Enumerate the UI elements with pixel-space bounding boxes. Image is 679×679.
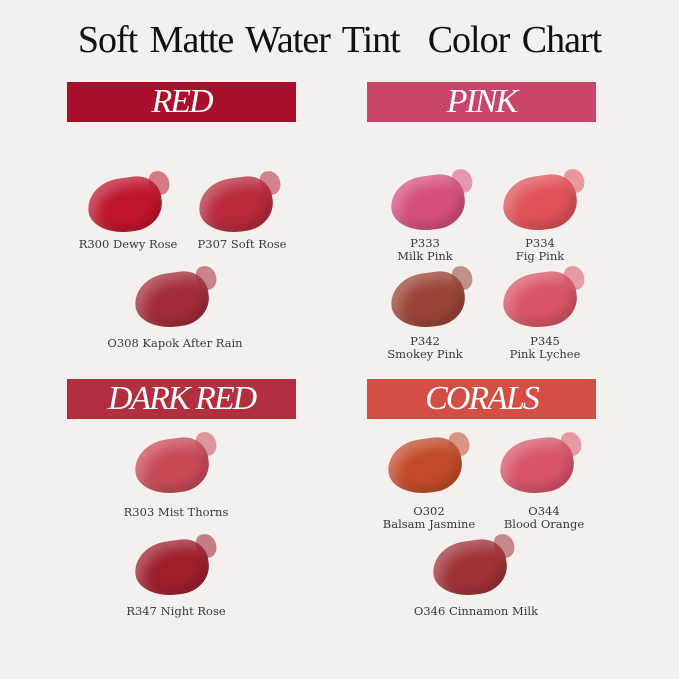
name-p333: Milk Pink — [397, 249, 453, 263]
label-p342: P342 Smokey Pink — [387, 335, 462, 361]
swatch-o308 — [131, 268, 213, 332]
swatch-p334 — [499, 171, 581, 235]
swatch-p342 — [387, 268, 469, 332]
label-o302: O302 Balsam Jasmine — [383, 505, 475, 531]
swatch-o302 — [384, 434, 466, 498]
label-r303: R303 Mist Thorns — [123, 505, 229, 519]
label-p334: P334 Fig Pink — [516, 237, 564, 263]
swatch-p307 — [195, 173, 277, 237]
label-r300: R300 Dewy Rose — [78, 237, 178, 251]
code-o344: O344 — [528, 504, 560, 518]
category-banner-pink: PINK — [367, 82, 596, 122]
category-banner-corals: CORALS — [367, 379, 596, 419]
swatch-o346 — [429, 536, 511, 600]
swatch-r347 — [131, 536, 213, 600]
name-o344: Blood Orange — [503, 517, 585, 531]
label-o308: O308 Kapok After Rain — [107, 336, 243, 350]
label-p345: P345 Pink Lychee — [510, 335, 581, 361]
label-p307: P307 Soft Rose — [197, 237, 287, 251]
swatch-r303 — [131, 434, 213, 498]
title-product: Soft Matte Water Tint — [77, 19, 401, 61]
code-p345: P345 — [530, 334, 560, 348]
swatch-o344 — [496, 434, 578, 498]
code-p334: P334 — [525, 236, 555, 250]
label-r347: R347 Night Rose — [126, 604, 226, 618]
name-p345: Pink Lychee — [509, 347, 581, 361]
swatch-r300 — [84, 173, 166, 237]
page-title: Soft Matte Water Tint Color Chart — [0, 18, 679, 62]
name-p334: Fig Pink — [515, 249, 565, 263]
code-p333: P333 — [410, 236, 440, 250]
title-chart: Color Chart — [427, 19, 602, 61]
name-p342: Smokey Pink — [387, 347, 463, 361]
label-o346: O346 Cinnamon Milk — [413, 604, 539, 618]
category-banner-dark-red: DARK RED — [67, 379, 296, 419]
category-banner-red: RED — [67, 82, 296, 122]
name-o302: Balsam Jasmine — [382, 517, 476, 531]
code-p342: P342 — [410, 334, 440, 348]
swatch-p333 — [387, 171, 469, 235]
swatch-p345 — [499, 268, 581, 332]
code-o302: O302 — [413, 504, 445, 518]
label-p333: P333 Milk Pink — [397, 237, 453, 263]
label-o344: O344 Blood Orange — [504, 505, 584, 531]
